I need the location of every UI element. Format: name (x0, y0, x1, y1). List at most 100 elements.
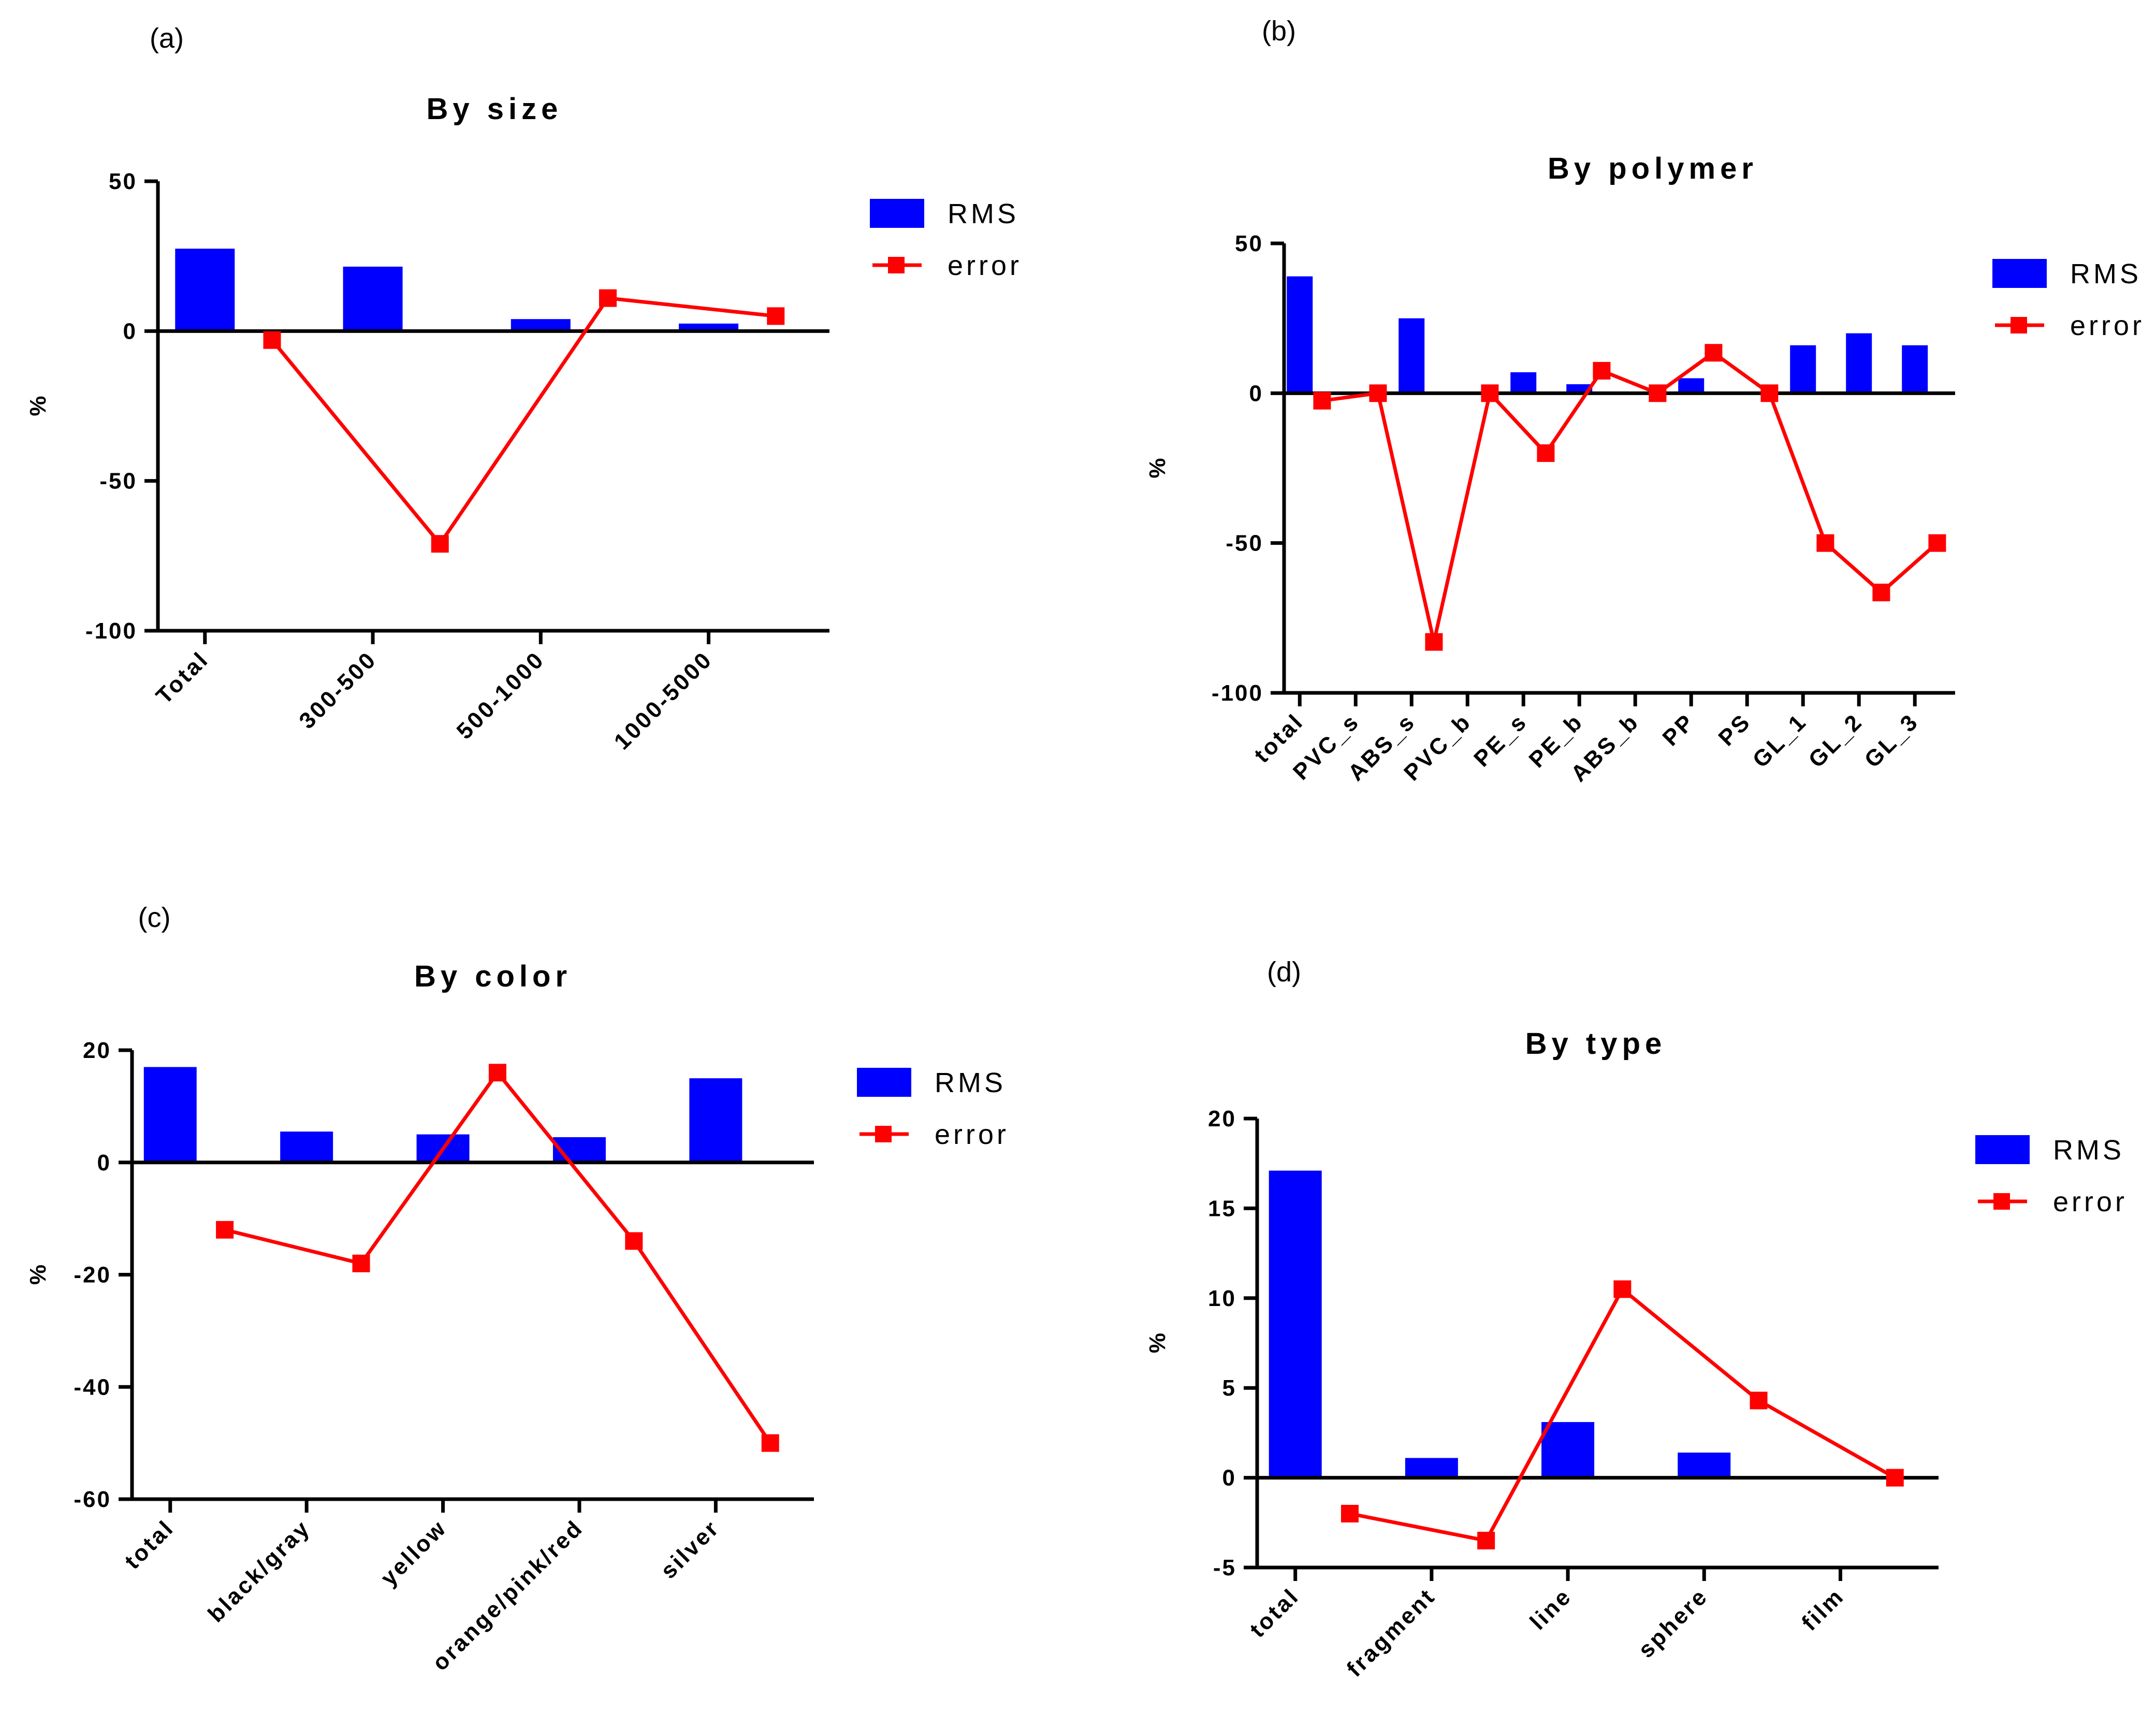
x-tick-label: fragment (1342, 1583, 1440, 1681)
y-tick-label: -40 (74, 1374, 111, 1400)
x-tick-label: black/gray (203, 1515, 315, 1627)
y-tick-label: 0 (1222, 1466, 1236, 1491)
error-marker (1705, 344, 1723, 362)
rms-bar (1790, 345, 1816, 394)
y-tick-label: 20 (1208, 1106, 1236, 1131)
error-line (270, 296, 776, 546)
error-marker (761, 1434, 779, 1452)
legend-rms-swatch (857, 1068, 911, 1097)
y-axis-label: % (1145, 1333, 1170, 1353)
chart-panel-c: (c) By color 20 0 -20 -40 -60% total black/gray y… (25, 902, 1009, 1676)
y-tick-label: -50 (1226, 531, 1263, 556)
error-marker (1341, 1504, 1359, 1522)
rms-bar (511, 319, 571, 331)
chart-title: By type (1525, 1027, 1667, 1061)
y-tick-label: 0 (123, 318, 137, 344)
y-axis-label: % (25, 396, 51, 416)
legend-rms-label: RMS (948, 198, 1019, 229)
error-marker (1760, 384, 1779, 402)
rms-bar (1269, 1170, 1322, 1478)
legend-error-marker (875, 1126, 892, 1142)
x-tick-label: GL_1 (1748, 708, 1812, 773)
y-tick-label: 50 (1235, 231, 1263, 256)
legend-rms-label: RMS (2070, 258, 2142, 289)
rms-bar (143, 1067, 197, 1163)
y-tick-label: 10 (1208, 1286, 1236, 1311)
x-tick-label: silver (655, 1515, 724, 1584)
legend-rms-label: RMS (935, 1067, 1006, 1098)
legend-error-label: error (2053, 1186, 2128, 1217)
x-tick-label: PE_s (1469, 708, 1532, 772)
error-marker (488, 1064, 506, 1082)
rms-bar (175, 249, 235, 331)
legend-rms-swatch (1975, 1135, 2030, 1164)
error-marker (1313, 391, 1331, 410)
legend-error-marker (2011, 317, 2027, 333)
rms-bar (1399, 318, 1425, 394)
rms-bar (1541, 1422, 1595, 1478)
error-marker (1649, 384, 1667, 402)
x-tick-label: line (1525, 1583, 1577, 1635)
rms-bar (1510, 372, 1537, 394)
rms-bar (679, 323, 739, 331)
x-tick-label: PS (1713, 708, 1756, 751)
y-tick-label: 15 (1208, 1196, 1236, 1221)
y-tick-label: -50 (99, 469, 137, 494)
legend-rms-swatch (870, 199, 924, 228)
x-tick-label: 300-500 (294, 646, 382, 734)
y-tick-label: 50 (109, 169, 137, 194)
error-marker (1477, 1531, 1495, 1549)
legend-error-marker (1993, 1193, 2010, 1210)
rms-bar (1405, 1458, 1458, 1478)
chart-title: By size (427, 92, 563, 126)
chart-panel-a: (a) By size 50 0 -50 -100% Total 300-500 500-100… (25, 23, 1022, 755)
y-tick-label: -60 (74, 1487, 111, 1512)
y-tick-label: -5 (1213, 1555, 1236, 1580)
error-marker (263, 331, 281, 349)
chart-title: By color (414, 960, 572, 993)
x-tick-label: GL_2 (1804, 708, 1868, 773)
y-axis-label: % (25, 1265, 51, 1285)
rms-bar (1678, 378, 1705, 394)
rms-bar (280, 1131, 333, 1163)
x-tick-label: 500-1000 (452, 646, 550, 744)
legend-rms-label: RMS (2053, 1135, 2124, 1166)
y-tick-label: 5 (1222, 1375, 1236, 1401)
error-marker (1593, 361, 1611, 380)
y-tick-label: -100 (1212, 680, 1263, 706)
error-marker (1816, 534, 1834, 552)
error-marker (1613, 1280, 1631, 1298)
y-tick-label: 0 (1249, 381, 1263, 406)
legend-error-label: error (935, 1119, 1009, 1150)
rms-bar (343, 266, 403, 331)
error-marker (1886, 1469, 1904, 1487)
y-tick-label: -100 (85, 618, 137, 644)
rms-bar (689, 1078, 742, 1163)
legend-rms-swatch (1992, 259, 2047, 288)
x-tick-label: total (1245, 1583, 1304, 1642)
error-marker (1750, 1391, 1768, 1410)
error-line (1321, 351, 1939, 644)
error-line (224, 1070, 772, 1444)
y-tick-label: 0 (97, 1150, 111, 1176)
x-tick-label: GL_3 (1860, 708, 1924, 773)
legend-error-label: error (948, 250, 1022, 281)
y-axis-label: % (1145, 458, 1170, 478)
error-marker (1425, 633, 1443, 651)
error-marker (599, 289, 617, 307)
error-marker (431, 535, 449, 553)
error-marker (625, 1232, 643, 1250)
error-marker (216, 1221, 234, 1239)
error-marker (1481, 384, 1499, 402)
rms-bar (1902, 345, 1928, 394)
x-tick-label: 1000-5000 (609, 646, 718, 755)
legend-error-label: error (2070, 310, 2145, 341)
panel-label: (d) (1267, 956, 1301, 988)
rms-bar (1846, 333, 1872, 394)
error-marker (352, 1254, 370, 1272)
y-tick-label: -20 (74, 1263, 111, 1288)
error-line (1349, 1287, 1896, 1543)
x-tick-label: film (1797, 1583, 1849, 1635)
error-marker (1928, 534, 1946, 552)
